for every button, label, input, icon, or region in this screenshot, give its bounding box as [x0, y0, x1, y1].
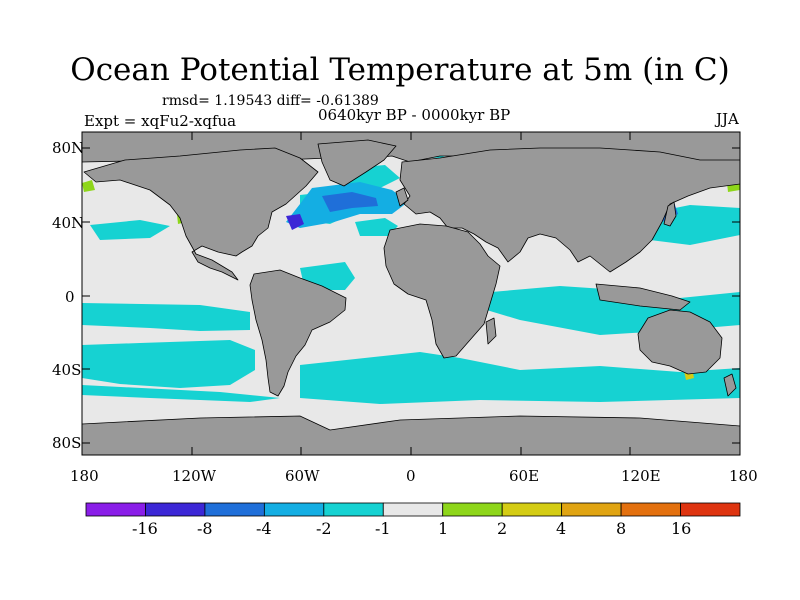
colorbar-swatch [85, 502, 146, 517]
japan [663, 201, 677, 227]
eurasia [399, 147, 740, 273]
lat-label-80n: 80N [52, 139, 85, 157]
map-area [82, 132, 740, 455]
colorbar-swatch [501, 502, 563, 517]
colorbar-swatch [442, 502, 503, 517]
colorbar-label: -2 [316, 519, 332, 538]
colorbar-label: 1 [438, 519, 449, 538]
colorbar-label: -8 [197, 519, 213, 538]
new-zealand [723, 373, 737, 397]
south-america [249, 269, 347, 397]
lon-label-180e: 180 [729, 467, 758, 485]
lon-label-120w: 120W [172, 467, 217, 485]
colorbar-swatch [382, 502, 444, 517]
colorbar-swatch [145, 502, 206, 517]
colorbar-swatch [323, 502, 384, 517]
antarctica [82, 415, 740, 455]
colorbar-label: 4 [556, 519, 567, 538]
colorbar-swatch [204, 502, 265, 517]
colorbar-label: 2 [497, 519, 508, 538]
lon-label-180w: 180 [70, 467, 99, 485]
africa [383, 223, 501, 359]
axis-ticks [81, 132, 741, 455]
colorbar-label: 16 [671, 519, 692, 538]
map-title: Ocean Potential Temperature at 5m (in C) [70, 52, 730, 88]
greenland [317, 139, 397, 187]
lat-label-40s: 40S [52, 361, 82, 379]
uk-isles [395, 187, 409, 207]
colorbar-swatch [263, 502, 325, 517]
continents [82, 132, 740, 455]
indonesia [595, 283, 691, 311]
colorbar-label: -4 [256, 519, 272, 538]
australia [637, 309, 723, 375]
lon-label-120e: 120E [621, 467, 661, 485]
colorbar-label: -16 [132, 519, 158, 538]
colorbar-label: 8 [616, 519, 627, 538]
colorbar-swatch [561, 502, 622, 517]
lon-label-0: 0 [406, 467, 416, 485]
season-label: JJA [716, 110, 739, 128]
madagascar [485, 317, 497, 345]
experiment-label: Expt = xqFu2-xqfua [84, 112, 237, 130]
colorbar-swatch [680, 502, 741, 517]
lon-label-60e: 60E [509, 467, 540, 485]
colorbar-swatch [620, 502, 681, 517]
rmsd-diff-stats: rmsd= 1.19543 diff= -0.61389 [162, 93, 379, 109]
lat-label-0: 0 [65, 288, 75, 306]
lat-label-40n: 40N [52, 214, 85, 232]
north-america [83, 147, 319, 281]
colorbar-label: -1 [375, 519, 391, 538]
lon-label-60w: 60W [285, 467, 320, 485]
colorbar [85, 502, 741, 517]
period-label: 0640kyr BP - 0000kyr BP [318, 106, 511, 124]
lat-label-80s: 80S [52, 434, 82, 452]
